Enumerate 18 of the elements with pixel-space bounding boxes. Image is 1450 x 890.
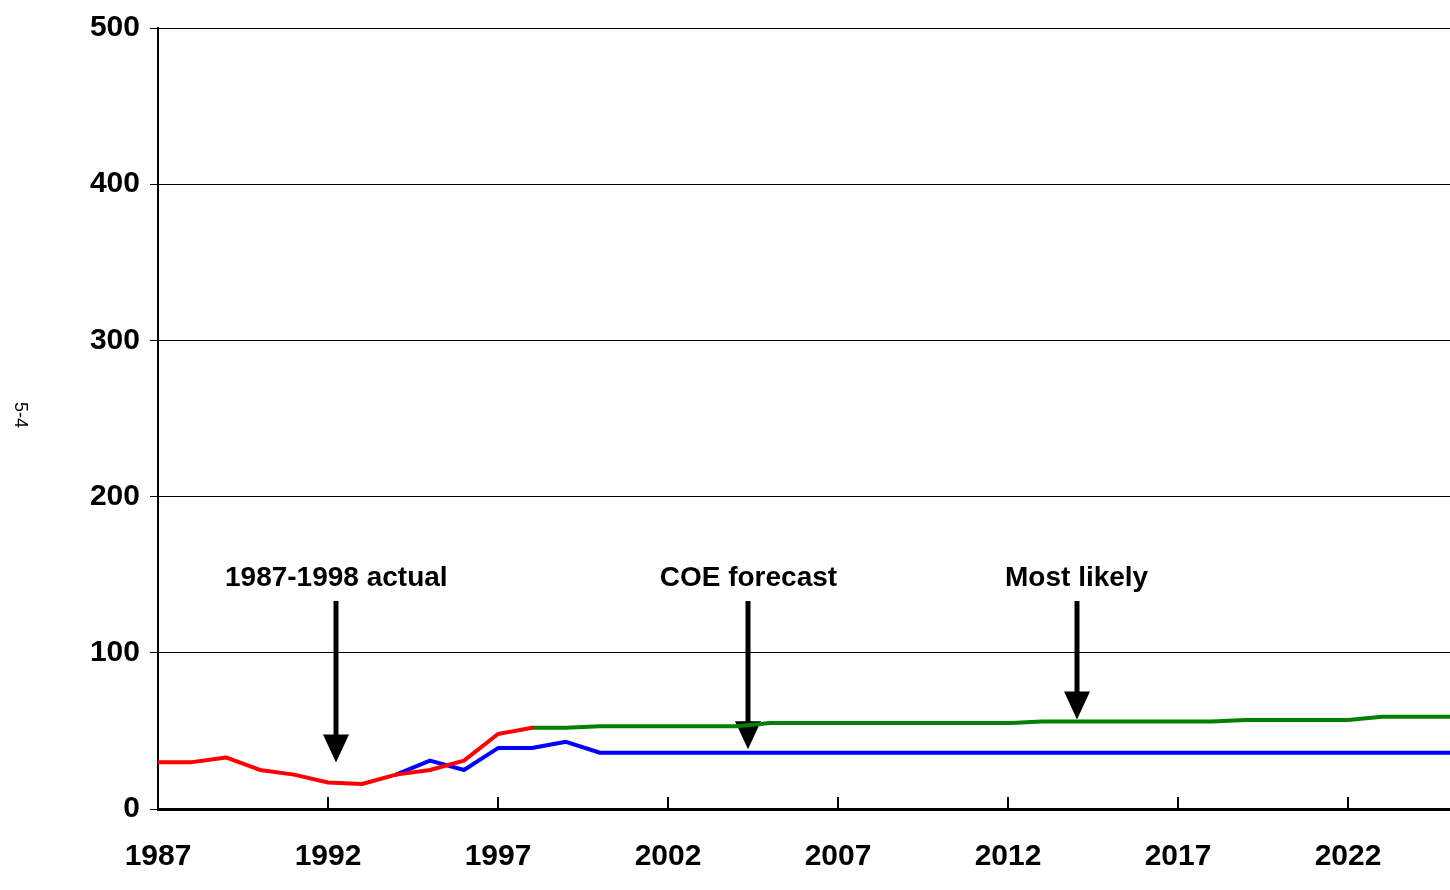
x-tick-label: 2012 — [974, 838, 1042, 872]
x-tick-label: 2007 — [804, 838, 872, 872]
x-tick-label: 1992 — [294, 838, 362, 872]
y-tick-label: 500 — [89, 9, 140, 43]
y-tick-label: 100 — [89, 634, 140, 668]
x-tick-label: 1987 — [124, 838, 192, 872]
annotation: Most likely — [1005, 561, 1149, 593]
y-tick-label: 0 — [123, 790, 140, 824]
text: 5-4 — [9, 401, 31, 429]
x-tick-label: 1997 — [464, 838, 532, 872]
annotation: 1987-1998 actual — [224, 561, 448, 593]
y-tick-label: 300 — [89, 321, 140, 355]
y-tick-label: 200 — [89, 477, 140, 511]
x-tick-label: 2022 — [1314, 838, 1382, 872]
x-tick-label: 2002 — [634, 838, 702, 872]
x-tick-label: 2017 — [1144, 838, 1212, 872]
annotation: COE forecast — [659, 561, 838, 593]
y-tick-label: 400 — [89, 165, 140, 199]
